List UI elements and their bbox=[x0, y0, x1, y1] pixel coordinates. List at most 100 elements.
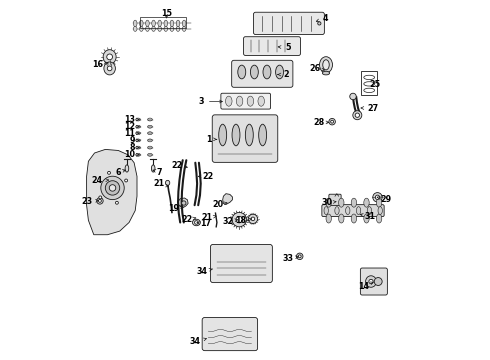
Ellipse shape bbox=[364, 214, 369, 223]
Ellipse shape bbox=[263, 65, 271, 79]
Text: 33: 33 bbox=[283, 254, 298, 263]
Ellipse shape bbox=[99, 196, 102, 199]
Ellipse shape bbox=[147, 125, 152, 128]
Ellipse shape bbox=[366, 276, 376, 287]
Ellipse shape bbox=[152, 26, 155, 31]
Ellipse shape bbox=[176, 26, 180, 31]
Ellipse shape bbox=[107, 66, 112, 71]
Ellipse shape bbox=[164, 20, 168, 27]
Ellipse shape bbox=[248, 214, 258, 224]
Text: 27: 27 bbox=[361, 104, 378, 113]
Polygon shape bbox=[178, 198, 188, 208]
Ellipse shape bbox=[182, 20, 186, 27]
Ellipse shape bbox=[251, 217, 255, 221]
Text: 29: 29 bbox=[377, 195, 392, 204]
Ellipse shape bbox=[182, 201, 186, 205]
Text: 17: 17 bbox=[197, 220, 211, 229]
Ellipse shape bbox=[146, 20, 149, 27]
Ellipse shape bbox=[367, 207, 371, 215]
Ellipse shape bbox=[232, 124, 240, 146]
Ellipse shape bbox=[158, 26, 162, 31]
Ellipse shape bbox=[353, 111, 362, 120]
Text: 32: 32 bbox=[222, 217, 238, 226]
Text: 3: 3 bbox=[198, 97, 222, 106]
Ellipse shape bbox=[147, 132, 152, 135]
Ellipse shape bbox=[136, 146, 141, 149]
Ellipse shape bbox=[364, 198, 369, 207]
Ellipse shape bbox=[356, 207, 361, 215]
Text: 16: 16 bbox=[93, 60, 108, 69]
Text: 11: 11 bbox=[124, 129, 139, 138]
Ellipse shape bbox=[158, 20, 162, 27]
Ellipse shape bbox=[258, 96, 265, 106]
FancyBboxPatch shape bbox=[202, 318, 258, 351]
Ellipse shape bbox=[140, 26, 143, 31]
Ellipse shape bbox=[166, 180, 170, 185]
Text: 2: 2 bbox=[278, 70, 289, 79]
Bar bbox=[140, 17, 186, 28]
Ellipse shape bbox=[140, 20, 143, 27]
Ellipse shape bbox=[351, 198, 357, 207]
Ellipse shape bbox=[147, 139, 152, 142]
Ellipse shape bbox=[351, 214, 357, 223]
Text: 22: 22 bbox=[198, 172, 214, 181]
Ellipse shape bbox=[97, 198, 103, 204]
Ellipse shape bbox=[146, 26, 149, 31]
Text: 22: 22 bbox=[182, 215, 196, 224]
Text: 8: 8 bbox=[130, 143, 139, 152]
FancyBboxPatch shape bbox=[322, 204, 384, 217]
Ellipse shape bbox=[133, 26, 137, 31]
Ellipse shape bbox=[151, 165, 155, 172]
Ellipse shape bbox=[318, 22, 321, 25]
Text: 28: 28 bbox=[313, 118, 329, 127]
Ellipse shape bbox=[238, 65, 245, 79]
Bar bbox=[361, 71, 377, 94]
Ellipse shape bbox=[236, 216, 243, 223]
FancyBboxPatch shape bbox=[360, 268, 388, 295]
Ellipse shape bbox=[176, 20, 180, 27]
Ellipse shape bbox=[323, 60, 329, 70]
FancyBboxPatch shape bbox=[210, 244, 272, 283]
Ellipse shape bbox=[136, 139, 141, 142]
FancyBboxPatch shape bbox=[212, 115, 278, 162]
Ellipse shape bbox=[345, 207, 350, 215]
Ellipse shape bbox=[104, 62, 116, 75]
Ellipse shape bbox=[125, 165, 129, 172]
Text: 5: 5 bbox=[278, 43, 291, 52]
Ellipse shape bbox=[109, 185, 116, 191]
Ellipse shape bbox=[136, 132, 141, 135]
Polygon shape bbox=[87, 149, 137, 235]
Ellipse shape bbox=[355, 113, 360, 117]
Ellipse shape bbox=[339, 214, 344, 223]
Ellipse shape bbox=[373, 193, 382, 202]
Ellipse shape bbox=[339, 198, 344, 207]
Ellipse shape bbox=[324, 207, 328, 215]
FancyBboxPatch shape bbox=[253, 12, 324, 35]
FancyBboxPatch shape bbox=[244, 37, 300, 55]
Ellipse shape bbox=[375, 195, 380, 199]
Ellipse shape bbox=[182, 26, 186, 31]
Ellipse shape bbox=[322, 71, 330, 75]
Ellipse shape bbox=[319, 57, 333, 73]
Text: 24: 24 bbox=[92, 176, 109, 185]
Text: 22: 22 bbox=[172, 161, 187, 170]
Ellipse shape bbox=[170, 26, 174, 31]
Ellipse shape bbox=[195, 221, 198, 224]
Ellipse shape bbox=[376, 214, 382, 223]
Ellipse shape bbox=[147, 146, 152, 149]
Ellipse shape bbox=[164, 26, 168, 31]
Ellipse shape bbox=[259, 124, 267, 146]
Ellipse shape bbox=[350, 93, 356, 100]
Text: 15: 15 bbox=[161, 9, 172, 18]
Text: 4: 4 bbox=[316, 14, 329, 23]
Ellipse shape bbox=[298, 255, 301, 258]
Ellipse shape bbox=[225, 96, 232, 106]
Ellipse shape bbox=[170, 20, 174, 27]
Text: 12: 12 bbox=[124, 122, 139, 131]
Text: 9: 9 bbox=[130, 136, 139, 145]
Text: 19: 19 bbox=[168, 204, 183, 213]
Text: 1: 1 bbox=[206, 135, 217, 144]
Ellipse shape bbox=[136, 118, 141, 121]
Ellipse shape bbox=[369, 279, 373, 284]
Text: 21: 21 bbox=[201, 213, 216, 222]
